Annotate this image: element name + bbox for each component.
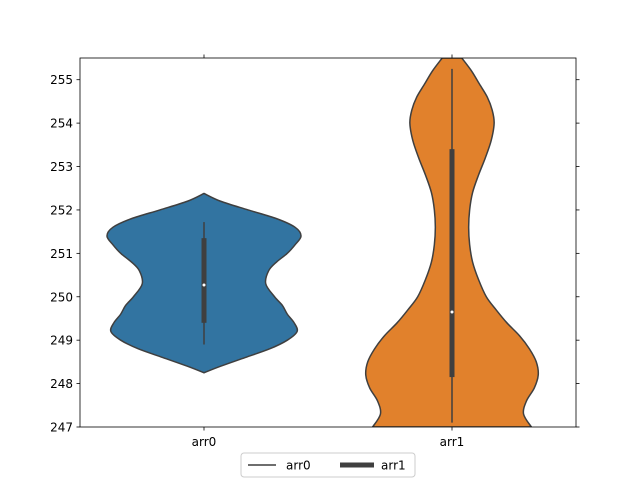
iqr-box-arr0 xyxy=(201,238,207,323)
legend-label-arr0: arr0 xyxy=(286,459,311,473)
legend-label-arr1: arr1 xyxy=(381,459,406,473)
median-point-arr0 xyxy=(202,283,206,287)
y-tick-label-249: 249 xyxy=(50,334,73,348)
legend-frame xyxy=(240,452,416,478)
y-tick-label-252: 252 xyxy=(50,203,73,217)
y-tick-label-250: 250 xyxy=(50,290,73,304)
plot-frame xyxy=(79,57,577,428)
y-tick-label-255: 255 xyxy=(50,73,73,87)
legend: arr0 arr1 xyxy=(240,452,416,478)
y-tick-label-247: 247 xyxy=(50,421,73,435)
y-tick-label-251: 251 xyxy=(50,247,73,261)
y-tick-label-248: 248 xyxy=(50,377,73,391)
median-point-arr1 xyxy=(450,310,454,314)
x-tick-label-arr0: arr0 xyxy=(192,435,217,449)
y-tick-label-253: 253 xyxy=(50,160,73,174)
y-tick-label-254: 254 xyxy=(50,117,73,131)
box-layer xyxy=(201,68,455,423)
iqr-box-arr1 xyxy=(449,149,455,378)
axes-layer: arr0 arr1 247 248 249 250 251 252 253 254 255 xyxy=(50,54,580,449)
x-tick-label-arr1: arr1 xyxy=(440,435,465,449)
